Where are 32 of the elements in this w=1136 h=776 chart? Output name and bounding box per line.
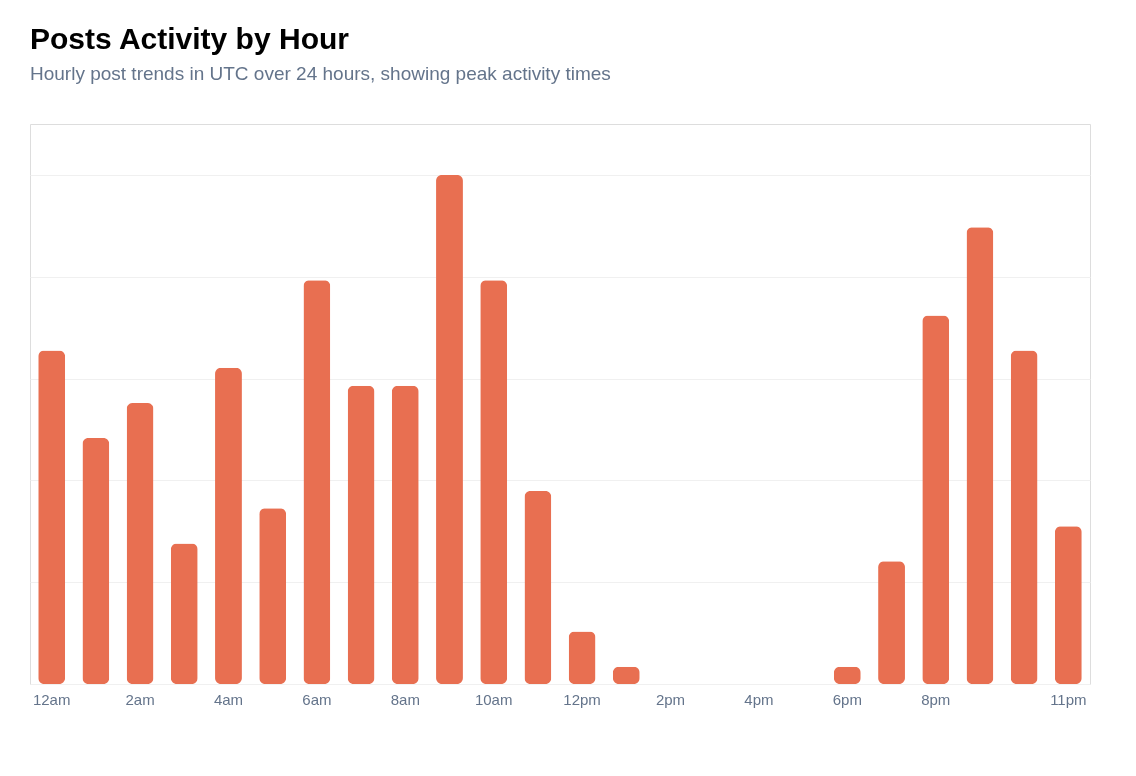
x-tick-label: 12pm: [563, 690, 601, 708]
bar: [38, 350, 66, 684]
x-tick-label: 2pm: [655, 690, 686, 708]
chart-title: Posts Activity by Hour: [30, 22, 350, 55]
bar: [922, 315, 950, 684]
x-tick-label: 6pm: [832, 690, 862, 708]
x-tick-label: 10am: [474, 690, 513, 708]
bar: [966, 227, 994, 684]
bar: [568, 631, 596, 684]
bar: [347, 385, 375, 684]
bar: [480, 280, 508, 684]
x-tick-label: 4pm: [744, 690, 774, 708]
x-tick-label: 2am: [125, 690, 155, 708]
bar: [215, 367, 242, 684]
bar: [82, 438, 110, 684]
bar: [878, 561, 905, 684]
x-tick-label: 8pm: [921, 690, 951, 708]
bar: [524, 491, 552, 684]
x-tick-label: 8am: [390, 690, 420, 708]
x-tick-label: 11pm: [1050, 690, 1087, 708]
bar: [436, 174, 463, 684]
bar: [170, 543, 198, 684]
bar: [126, 402, 154, 684]
x-tick-label: 12am: [32, 690, 71, 708]
x-tick-label: 4am: [213, 690, 244, 708]
chart-subtitle: Hourly post trends in UTC over 24 hours, showing peak activity times: [30, 63, 611, 84]
bar: [1010, 350, 1038, 684]
bar: [391, 385, 419, 684]
bar: [303, 280, 331, 684]
bar: [259, 508, 287, 684]
bar: [1054, 526, 1082, 684]
x-tick-label: 6am: [302, 690, 332, 708]
